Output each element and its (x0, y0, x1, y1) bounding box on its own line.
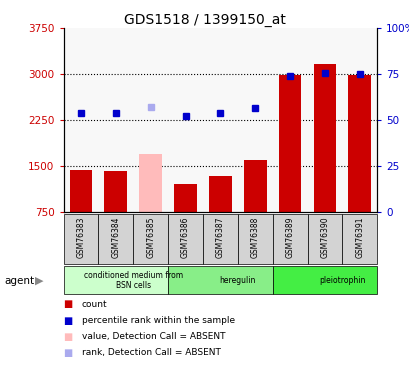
Text: heregulin: heregulin (219, 276, 255, 285)
Text: ■: ■ (63, 316, 73, 326)
Text: ■: ■ (63, 300, 73, 309)
Bar (278, 75, 301, 212)
Bar (243, 160, 266, 212)
Bar (174, 184, 196, 212)
Bar (104, 171, 127, 212)
Bar (313, 64, 335, 212)
Text: GSM76384: GSM76384 (111, 216, 120, 258)
Bar (63, 214, 98, 264)
Text: percentile rank within the sample: percentile rank within the sample (82, 316, 234, 325)
Bar (168, 266, 272, 294)
Text: ■: ■ (63, 348, 73, 358)
Bar (342, 214, 376, 264)
Text: rank, Detection Call = ABSENT: rank, Detection Call = ABSENT (82, 348, 220, 357)
Text: GSM76383: GSM76383 (76, 216, 85, 258)
Bar (237, 214, 272, 264)
Text: ■: ■ (63, 332, 73, 342)
Text: count: count (82, 300, 108, 309)
Text: ▶: ▶ (35, 276, 43, 285)
Bar (168, 214, 202, 264)
Bar (272, 214, 307, 264)
Text: GDS1518 / 1399150_at: GDS1518 / 1399150_at (124, 13, 285, 27)
Bar (307, 214, 342, 264)
Text: pleiotrophin: pleiotrophin (318, 276, 365, 285)
Bar (202, 214, 237, 264)
Text: value, Detection Call = ABSENT: value, Detection Call = ABSENT (82, 332, 225, 341)
Text: GSM76388: GSM76388 (250, 216, 259, 258)
Bar (139, 154, 162, 212)
Bar (70, 170, 92, 212)
Text: GSM76389: GSM76389 (285, 216, 294, 258)
Text: GSM76386: GSM76386 (181, 216, 189, 258)
Text: GSM76387: GSM76387 (216, 216, 224, 258)
Bar (272, 266, 376, 294)
Bar (133, 214, 168, 264)
Bar (348, 75, 370, 212)
Text: GSM76390: GSM76390 (320, 216, 328, 258)
Text: conditioned medium from
BSN cells: conditioned medium from BSN cells (83, 271, 182, 290)
Bar (209, 176, 231, 212)
Text: agent: agent (4, 276, 34, 285)
Bar (98, 214, 133, 264)
Text: GSM76385: GSM76385 (146, 216, 155, 258)
Bar (63, 266, 168, 294)
Text: GSM76391: GSM76391 (355, 216, 363, 258)
